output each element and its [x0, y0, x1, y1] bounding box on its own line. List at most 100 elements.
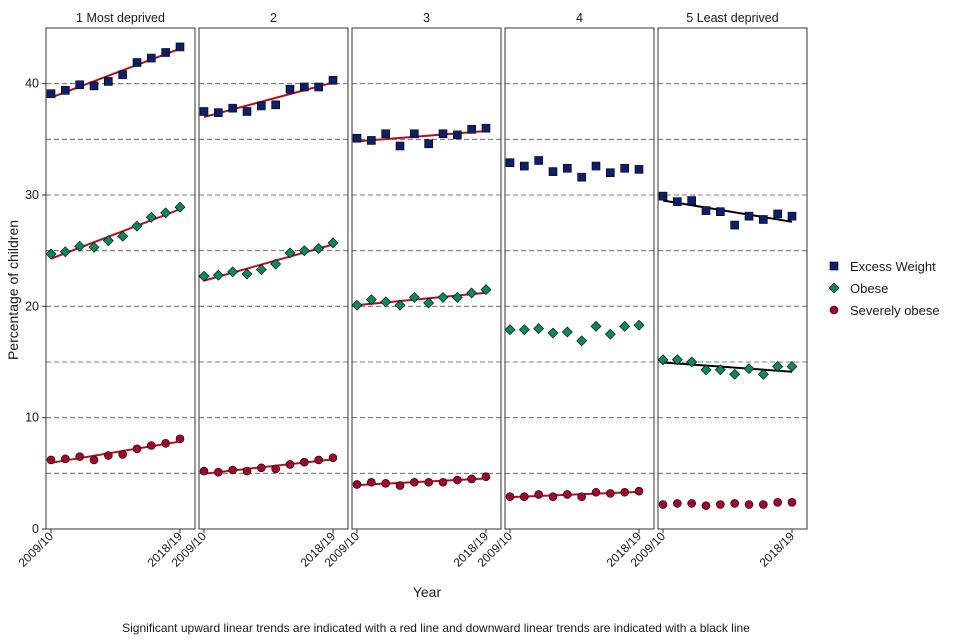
legend-item-obese: Obese: [828, 281, 888, 296]
data-point: [212, 269, 224, 281]
data-point: [520, 492, 529, 502]
data-point: [45, 248, 57, 260]
data-point: [773, 497, 782, 507]
series-excess-weight: [199, 76, 338, 119]
panel-frame: [45, 27, 196, 530]
data-point: [759, 500, 768, 509]
data-point: [591, 487, 601, 497]
data-point: [175, 434, 185, 444]
data-point: [673, 499, 682, 508]
data-point: [730, 220, 739, 230]
data-point: [285, 84, 295, 94]
y-axis: 0 10 20 30 40: [25, 77, 46, 536]
data-point: [214, 467, 223, 477]
data-point: [604, 328, 616, 340]
data-point: [242, 107, 252, 116]
data-point: [786, 361, 798, 372]
data-point: [438, 477, 448, 487]
data-point: [437, 292, 449, 303]
legend-key: [829, 261, 839, 271]
data-point: [147, 53, 156, 63]
panel-title: 4: [576, 11, 583, 25]
trend-line: [356, 130, 487, 143]
data-point: [161, 48, 170, 57]
data-point: [757, 368, 769, 380]
data-point: [591, 161, 601, 171]
data-point: [729, 368, 741, 380]
data-point: [687, 196, 696, 205]
data-point: [423, 297, 435, 309]
legend-label: Obese: [850, 281, 888, 296]
data-point: [759, 215, 768, 224]
data-point: [481, 472, 491, 481]
data-point: [730, 499, 739, 508]
data-point: [88, 241, 100, 253]
series-obese: [45, 201, 186, 260]
data-point: [104, 77, 113, 86]
data-point: [673, 197, 682, 206]
trend-line: [203, 81, 334, 119]
data-point: [118, 450, 127, 459]
data-point: [505, 158, 515, 168]
data-point: [285, 460, 295, 469]
trend-line: [356, 291, 487, 307]
data-point: [787, 211, 797, 221]
data-point: [61, 86, 70, 95]
data-point: [75, 452, 84, 461]
data-point: [520, 161, 529, 171]
legend-label: Severely obese: [850, 303, 940, 318]
data-point: [117, 230, 129, 242]
data-point: [145, 211, 157, 223]
data-point: [438, 129, 448, 139]
panel-frame: [504, 27, 655, 530]
data-point: [410, 477, 419, 487]
series-excess-weight: [658, 191, 797, 230]
y-tick-label: 10: [25, 411, 39, 425]
data-point: [89, 81, 99, 91]
panel-frame: [657, 27, 808, 530]
data-point: [563, 490, 572, 499]
data-point: [328, 76, 338, 85]
series-excess-weight: [505, 156, 644, 182]
data-point: [271, 100, 280, 110]
legend-label: Excess Weight: [850, 259, 936, 274]
series-obese: [198, 237, 339, 282]
data-point: [658, 191, 668, 201]
data-point: [744, 500, 754, 509]
data-point: [89, 455, 99, 465]
series-obese: [657, 354, 798, 380]
data-point: [620, 487, 629, 497]
data-point: [577, 492, 586, 502]
x-tick-label: 2018/19: [757, 529, 798, 570]
data-point: [352, 133, 362, 143]
trend-line: [50, 47, 181, 99]
data-point: [590, 320, 602, 332]
data-point: [298, 245, 310, 257]
series-excess-weight: [46, 42, 185, 99]
data-point: [634, 165, 644, 174]
series-obese: [504, 319, 645, 347]
data-point: [395, 481, 405, 490]
x-axis-label: Year: [413, 584, 442, 600]
data-point: [787, 497, 797, 507]
data-point: [466, 287, 478, 299]
trend-line: [203, 243, 334, 282]
data-point: [74, 240, 86, 252]
series-severely-obese: [352, 472, 491, 490]
data-point: [284, 247, 296, 259]
series-obese: [351, 284, 492, 311]
data-point: [351, 299, 363, 311]
data-point: [365, 294, 377, 306]
data-point: [561, 326, 573, 338]
panel-title: 3: [423, 11, 430, 25]
trend-line: [662, 199, 793, 223]
data-point: [620, 163, 629, 173]
data-point: [658, 500, 668, 509]
data-point: [744, 211, 754, 221]
data-point: [214, 108, 223, 117]
data-point: [518, 324, 530, 336]
